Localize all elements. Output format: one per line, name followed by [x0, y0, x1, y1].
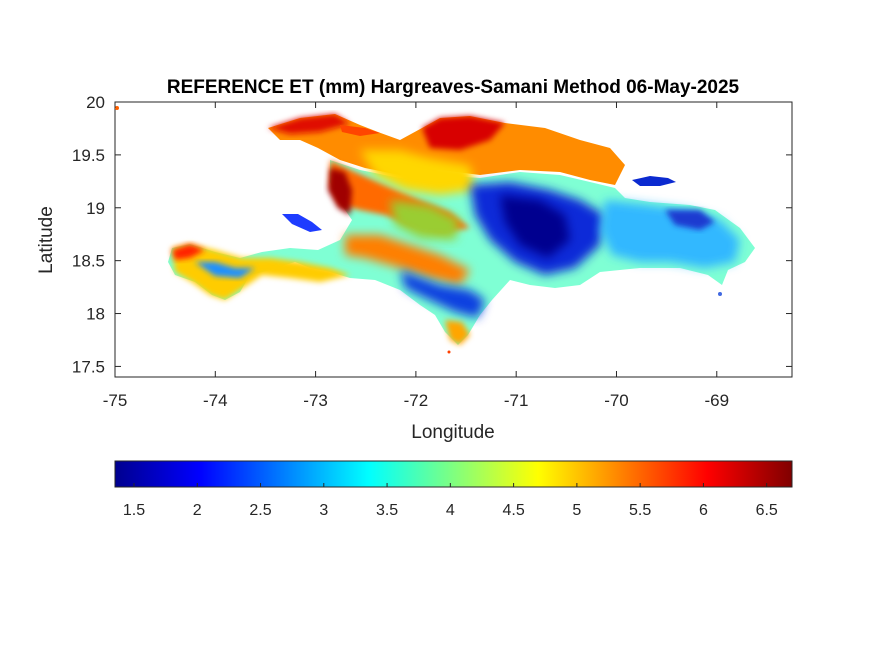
- x-axis: -75 -74 -73 -72 -71 -70 -69: [103, 102, 729, 410]
- y-axis: 20 19.5 19 18.5 18 17.5: [72, 93, 792, 376]
- y-axis-label: Latitude: [36, 206, 57, 274]
- y-tick-label: 19.5: [72, 146, 105, 165]
- gonave-island: [282, 214, 322, 232]
- orange-belt: [345, 235, 470, 285]
- samana: [632, 176, 676, 186]
- colorbar: [114, 460, 793, 488]
- y-tick-label: 18: [86, 305, 105, 324]
- colorbar-tick-label: 4: [446, 502, 455, 519]
- blue-south-haiti: [400, 270, 485, 318]
- colorbar-tick-label: 2: [193, 502, 202, 519]
- x-tick-label: -73: [303, 391, 328, 410]
- y-tick-label: 19: [86, 199, 105, 218]
- y-tick-label: 20: [86, 93, 105, 112]
- south-peninsula-red: [172, 244, 205, 260]
- south-peninsula: [172, 244, 350, 300]
- colorbar-tick-label: 5: [572, 502, 581, 519]
- colorbar-tick-label: 5.5: [629, 502, 651, 519]
- blue-east-patch: [665, 210, 715, 230]
- chart-title: REFERENCE ET (mm) Hargreaves-Samani Meth…: [167, 77, 740, 98]
- colorbar-tick-label: 1.5: [123, 502, 145, 519]
- southern-tip: [445, 320, 470, 345]
- et-heatmap: [115, 106, 755, 354]
- tortuga: [340, 125, 380, 136]
- x-tick-label: -72: [404, 391, 429, 410]
- colorbar-tick-label: 6: [699, 502, 708, 519]
- deep-red-haiti-coast: [328, 168, 352, 215]
- red-north-dr: [422, 116, 505, 150]
- colorbar-tick-label: 3: [319, 502, 328, 519]
- colorbar-tick-label: 6.5: [756, 502, 778, 519]
- darkblue-core: [500, 195, 570, 258]
- x-tick-label: -75: [103, 391, 128, 410]
- colorbar-ticks: 1.5 2 2.5 3 3.5 4 4.5 5 5.5 6 6.5: [123, 483, 778, 519]
- y-tick-label: 17.5: [72, 357, 105, 376]
- x-tick-label: -70: [604, 391, 629, 410]
- y-tick-label: 18.5: [72, 252, 105, 271]
- x-tick-label: -69: [704, 391, 729, 410]
- colorbar-tick-label: 4.5: [502, 502, 524, 519]
- x-tick-label: -74: [203, 391, 228, 410]
- south-peninsula-blue: [195, 262, 255, 278]
- islet-nw: [115, 106, 119, 110]
- islet-se: [718, 292, 722, 296]
- x-axis-label: Longitude: [411, 422, 494, 443]
- x-tick-label: -71: [504, 391, 529, 410]
- green-haiti-inland: [390, 200, 460, 240]
- red-northwest-tip: [268, 114, 350, 134]
- colorbar-tick-label: 3.5: [376, 502, 398, 519]
- yellow-central-haiti: [360, 150, 475, 195]
- colorbar-tick-label: 2.5: [249, 502, 271, 519]
- islet-s: [447, 350, 451, 354]
